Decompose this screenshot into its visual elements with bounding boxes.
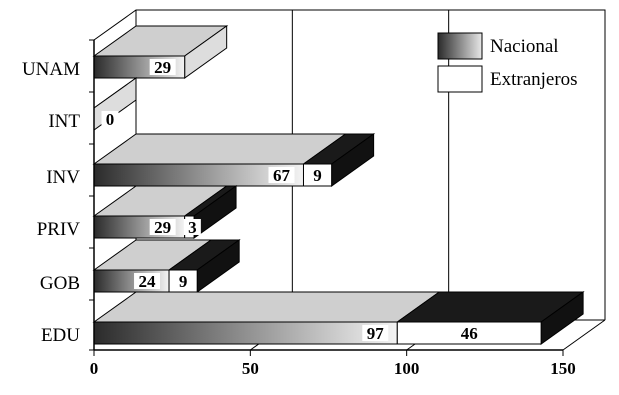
value-label-nacional-inv-bg — [268, 167, 295, 183]
bar-group-edu: 97 46 EDU — [41, 291, 585, 346]
value-label-nacional-int: 0 — [106, 110, 115, 129]
bar-nacional-edu — [93, 321, 398, 345]
value-label-nacional-unam: 29 — [154, 58, 171, 77]
bars: 29 UNAM 0 INT 67 9 INV 29 3 PRIV 24 9 GOB 97 46 EDU — [22, 25, 585, 346]
value-label-extranjeros-inv-bg — [309, 167, 327, 183]
floor-right-edge — [562, 319, 606, 351]
value-label-extranjeros-priv-bg — [183, 219, 201, 235]
value-label-extranjeros-gob: 9 — [179, 272, 188, 291]
category-label-priv: PRIV — [37, 219, 81, 240]
value-label-nacional-priv-bg — [149, 219, 176, 235]
category-label-int: INT — [48, 111, 80, 132]
legend-label-extranjeros: Extranjeros — [490, 69, 578, 90]
axes: 0 50 100 150 — [89, 39, 576, 378]
category-label-inv: INV — [46, 167, 80, 188]
value-label-extranjeros-edu-bg — [456, 325, 483, 341]
x-tick-label-0: 0 — [90, 359, 99, 378]
bar-top-nacional-inv — [92, 133, 348, 165]
bar-group-gob: 24 9 GOB — [40, 239, 241, 294]
value-label-extranjeros-priv: 3 — [188, 218, 197, 237]
bar-group-priv: 29 3 PRIV — [37, 185, 238, 240]
legend: Nacional Extranjeros — [437, 32, 578, 93]
bar-group-inv: 67 9 INV — [46, 133, 376, 188]
value-label-extranjeros-gob-bg — [174, 273, 192, 289]
legend-swatch-nacional — [437, 32, 483, 60]
value-label-nacional-edu-bg — [362, 325, 389, 341]
value-label-nacional-int-bg — [101, 111, 119, 127]
legend-label-nacional: Nacional — [490, 36, 559, 57]
value-label-extranjeros-edu: 46 — [461, 324, 478, 343]
value-label-nacional-gob-bg — [134, 273, 161, 289]
x-tick-label-50: 50 — [242, 359, 259, 378]
value-label-extranjeros-inv: 9 — [313, 166, 322, 185]
category-label-gob: GOB — [40, 273, 80, 294]
legend-swatch-extranjeros — [437, 65, 483, 93]
value-label-nacional-edu: 97 — [367, 324, 385, 343]
value-label-nacional-gob: 24 — [139, 272, 157, 291]
value-label-nacional-inv: 67 — [273, 166, 291, 185]
bar-group-unam: 29 UNAM — [22, 25, 229, 80]
x-tick-label-100: 100 — [394, 359, 420, 378]
category-label-unam: UNAM — [22, 59, 80, 80]
bar-top-nacional-edu — [92, 291, 441, 323]
bar-group-int: 0 INT — [48, 77, 137, 132]
value-label-nacional-unam-bg — [149, 59, 176, 75]
x-tick-label-150: 150 — [550, 359, 576, 378]
value-label-nacional-priv: 29 — [154, 218, 171, 237]
category-label-edu: EDU — [41, 325, 80, 346]
